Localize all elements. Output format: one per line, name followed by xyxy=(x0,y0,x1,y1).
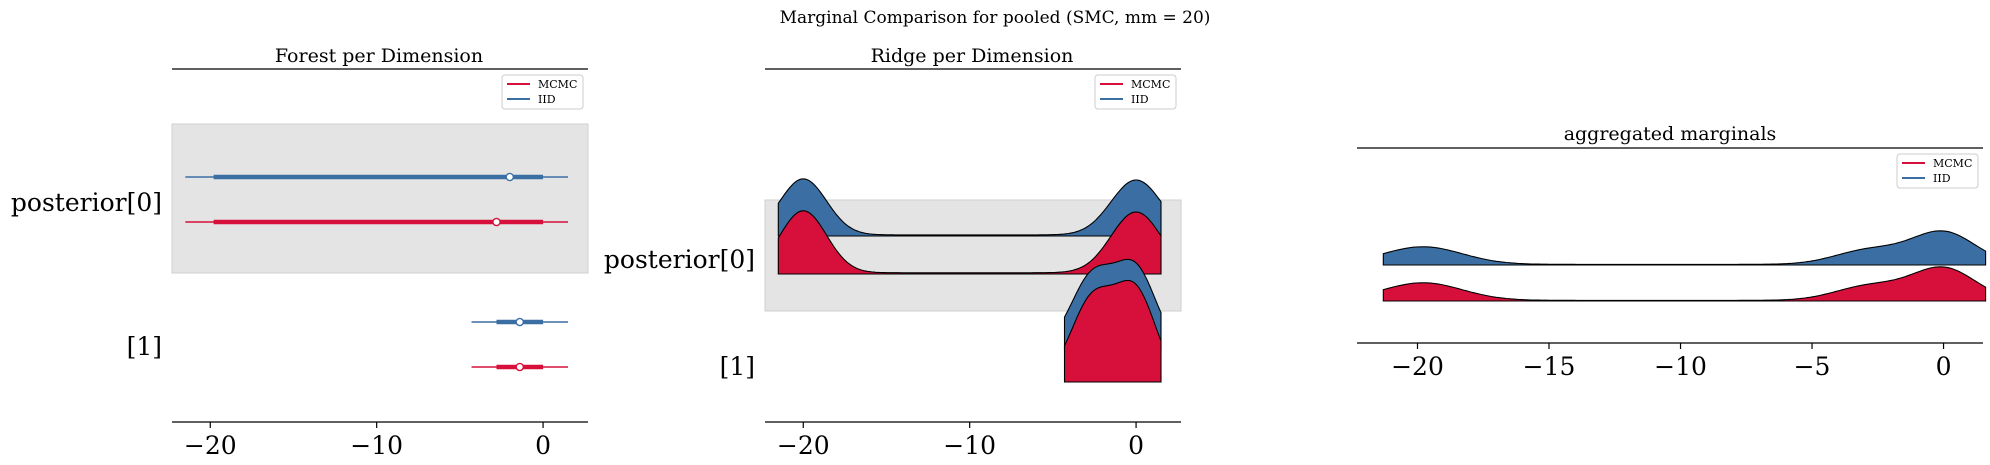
aggregated-tick-label: −15 xyxy=(1523,352,1576,381)
aggregated-panel: aggregated marginals −20 −15 −10 −5 0 MCMC I… xyxy=(1357,123,1987,381)
ridge-legend: MCMC IID xyxy=(1094,74,1177,110)
forest-ticks: −20 −10 0 xyxy=(184,422,551,460)
aggregated-tick-label: 0 xyxy=(1936,352,1952,381)
aggregated-tick-label: −10 xyxy=(1654,352,1707,381)
forest-row-label: [1] xyxy=(127,332,162,361)
forest-median-iid xyxy=(505,172,515,182)
forest-median-iid xyxy=(515,317,525,327)
forest-title: Forest per Dimension xyxy=(275,45,483,67)
forest-tick-label: 0 xyxy=(535,431,551,460)
forest-row-label: posterior[0] xyxy=(11,188,162,217)
aggregated-legend: MCMC IID xyxy=(1896,153,1979,189)
forest-median-mcmc xyxy=(515,362,525,372)
ridge-tick-label: −20 xyxy=(777,431,830,460)
forest-row-band xyxy=(171,123,589,274)
aggregated-tick-label: −20 xyxy=(1391,352,1444,381)
aggregated-tick-label: −5 xyxy=(1794,352,1831,381)
forest-median-mcmc xyxy=(492,217,501,227)
forest-legend: MCMC IID xyxy=(501,74,584,110)
ridge-panel: Ridge per Dimension posterior[0] [1] −20… xyxy=(604,45,1182,460)
ridge-title: Ridge per Dimension xyxy=(871,45,1074,67)
figure-title: Marginal Comparison for pooled (SMC, mm … xyxy=(780,8,1211,28)
aggregated-marks xyxy=(1382,230,1987,302)
aggregated-legend-label-iid: IID xyxy=(1933,172,1951,185)
aggregated-ticks: −20 −15 −10 −5 0 xyxy=(1391,343,1951,381)
forest-marks xyxy=(185,172,569,372)
ridge-density-mcmc xyxy=(1063,279,1162,383)
ridge-tick-label: −10 xyxy=(943,431,996,460)
ridge-marks xyxy=(777,178,1162,383)
aggregated-density-mcmc xyxy=(1382,266,1987,302)
aggregated-density-iid xyxy=(1382,230,1987,266)
forest-panel: Forest per Dimension posterior[0] [1] −2… xyxy=(11,45,589,460)
aggregated-legend-label-mcmc: MCMC xyxy=(1933,157,1972,170)
forest-legend-label-mcmc: MCMC xyxy=(538,78,577,91)
ridge-row-label: [1] xyxy=(720,352,755,381)
forest-legend-label-iid: IID xyxy=(538,93,556,106)
forest-tick-label: −10 xyxy=(350,431,403,460)
forest-tick-label: −20 xyxy=(184,431,237,460)
ridge-row-label: posterior[0] xyxy=(604,245,755,274)
ridge-legend-label-mcmc: MCMC xyxy=(1131,78,1170,91)
ridge-ticks: −20 −10 0 xyxy=(777,422,1144,460)
ridge-tick-label: 0 xyxy=(1128,431,1144,460)
aggregated-title: aggregated marginals xyxy=(1564,123,1777,145)
ridge-legend-label-iid: IID xyxy=(1131,93,1149,106)
